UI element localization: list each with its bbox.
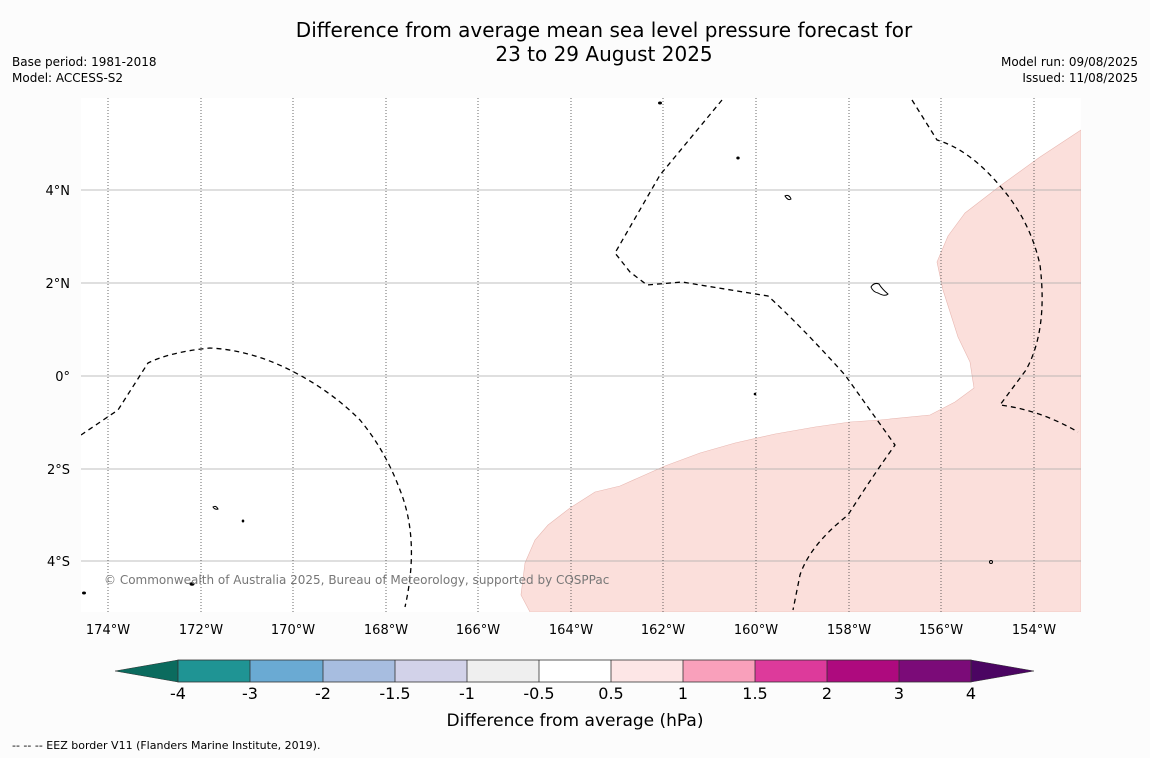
eez-borders	[81, 99, 1079, 611]
title-line-2: 23 to 29 August 2025	[495, 42, 713, 66]
lon-label-158w: 158°W	[827, 623, 871, 638]
colorbar-tick: 3	[894, 684, 904, 703]
colorbar-tick: -1	[459, 684, 475, 703]
title-line-1: Difference from average mean sea level p…	[295, 18, 913, 42]
colorbar-outline	[177, 659, 972, 683]
colorbar-bin-11	[899, 660, 971, 682]
map-title: Difference from average mean sea level p…	[0, 18, 1150, 66]
map-panel: © Commonwealth of Australia 2025, Bureau…	[81, 98, 1081, 612]
lon-label-174w: 174°W	[86, 623, 130, 638]
colorbar-tick: 1	[678, 684, 688, 703]
island-9	[989, 560, 993, 564]
lon-label-160w: 160°W	[734, 623, 778, 638]
island-kiritimati	[870, 282, 889, 296]
base-period: Base period: 1981-2018	[12, 55, 157, 69]
copyright-text: © Commonwealth of Australia 2025, Bureau…	[104, 573, 609, 587]
meta-right: Model run: 09/08/2025 Issued: 11/08/2025	[1001, 54, 1138, 86]
colorbar-tick: -2	[315, 684, 331, 703]
colorbar-bin-5	[467, 660, 539, 682]
lon-label-166w: 166°W	[456, 623, 500, 638]
islands	[82, 101, 993, 595]
colorbar-tick: -4	[170, 684, 186, 703]
colorbar-tick: 1.5	[742, 684, 767, 703]
colorbar-tick: -1.5	[379, 684, 410, 703]
colorbar-dividers	[249, 660, 900, 682]
colorbar-bin-9	[755, 660, 827, 682]
lon-label-172w: 172°W	[179, 623, 223, 638]
island-8	[82, 591, 86, 595]
meta-left: Base period: 1981-2018 Model: ACCESS-S2	[12, 54, 157, 86]
gridlines	[81, 189, 1081, 562]
colorbar-tick: 4	[966, 684, 976, 703]
colorbar-extend-right	[970, 659, 1035, 683]
lon-label-156w: 156°W	[919, 623, 963, 638]
colorbar-ticks: -4 -3 -2 -1.5 -1 -0.5 0.5 1 1.5 2 3 4	[170, 684, 976, 703]
lat-labels: 4°N 2°N 0° 2°S 4°S	[46, 184, 71, 570]
colorbar-bin-6	[539, 660, 611, 682]
colorbar-tick: 2	[822, 684, 832, 703]
colorbar-extend-left	[114, 659, 179, 683]
colorbar-tick: -0.5	[523, 684, 554, 703]
lon-label-162w: 162°W	[641, 623, 685, 638]
colorbar-bin-2	[250, 660, 323, 682]
lon-label-154w: 154°W	[1012, 623, 1056, 638]
eez-border-north	[614, 99, 896, 611]
eez-border-east	[911, 99, 1079, 433]
lon-label-168w: 168°W	[364, 623, 408, 638]
colorbar-bin-10	[827, 660, 899, 682]
lon-label-170w: 170°W	[271, 623, 315, 638]
island-1	[658, 101, 662, 105]
lat-label-4s: 4°S	[47, 555, 70, 570]
issued-date: Issued: 11/08/2025	[1022, 71, 1138, 85]
lat-label-4n: 4°N	[46, 184, 71, 199]
colorbar-bin-1	[178, 660, 250, 682]
island-5	[212, 505, 219, 510]
colorbar-tick: -3	[242, 684, 258, 703]
island-2	[736, 156, 740, 160]
lon-labels: 174°W 172°W 170°W 168°W 166°W 164°W 162°…	[86, 623, 1056, 638]
colorbar-label: Difference from average (hPa)	[447, 711, 704, 731]
colorbar-bin-7	[611, 660, 683, 682]
colorbar-bin-3	[323, 660, 395, 682]
lat-label-2n: 2°N	[46, 277, 71, 292]
lat-label-equator: 0°	[55, 370, 70, 385]
colorbar-tick: 0.5	[598, 684, 623, 703]
colorbar: -4 -3 -2 -1.5 -1 -0.5 0.5 1 1.5 2 3 4 Di…	[114, 659, 1035, 731]
eez-footnote: -- -- -- EEZ border V11 (Flanders Marine…	[12, 739, 321, 752]
island-7	[189, 582, 195, 586]
lat-label-2s: 2°S	[47, 463, 70, 478]
model-run: Model run: 09/08/2025	[1000, 55, 1138, 69]
island-6	[241, 519, 245, 523]
eez-border-west	[81, 347, 413, 608]
island-4	[753, 392, 757, 396]
colorbar-bin-4	[395, 660, 467, 682]
lon-label-164w: 164°W	[549, 623, 593, 638]
island-3	[784, 194, 792, 201]
model-name: Model: ACCESS-S2	[12, 71, 124, 85]
colorbar-bin-8	[683, 660, 755, 682]
